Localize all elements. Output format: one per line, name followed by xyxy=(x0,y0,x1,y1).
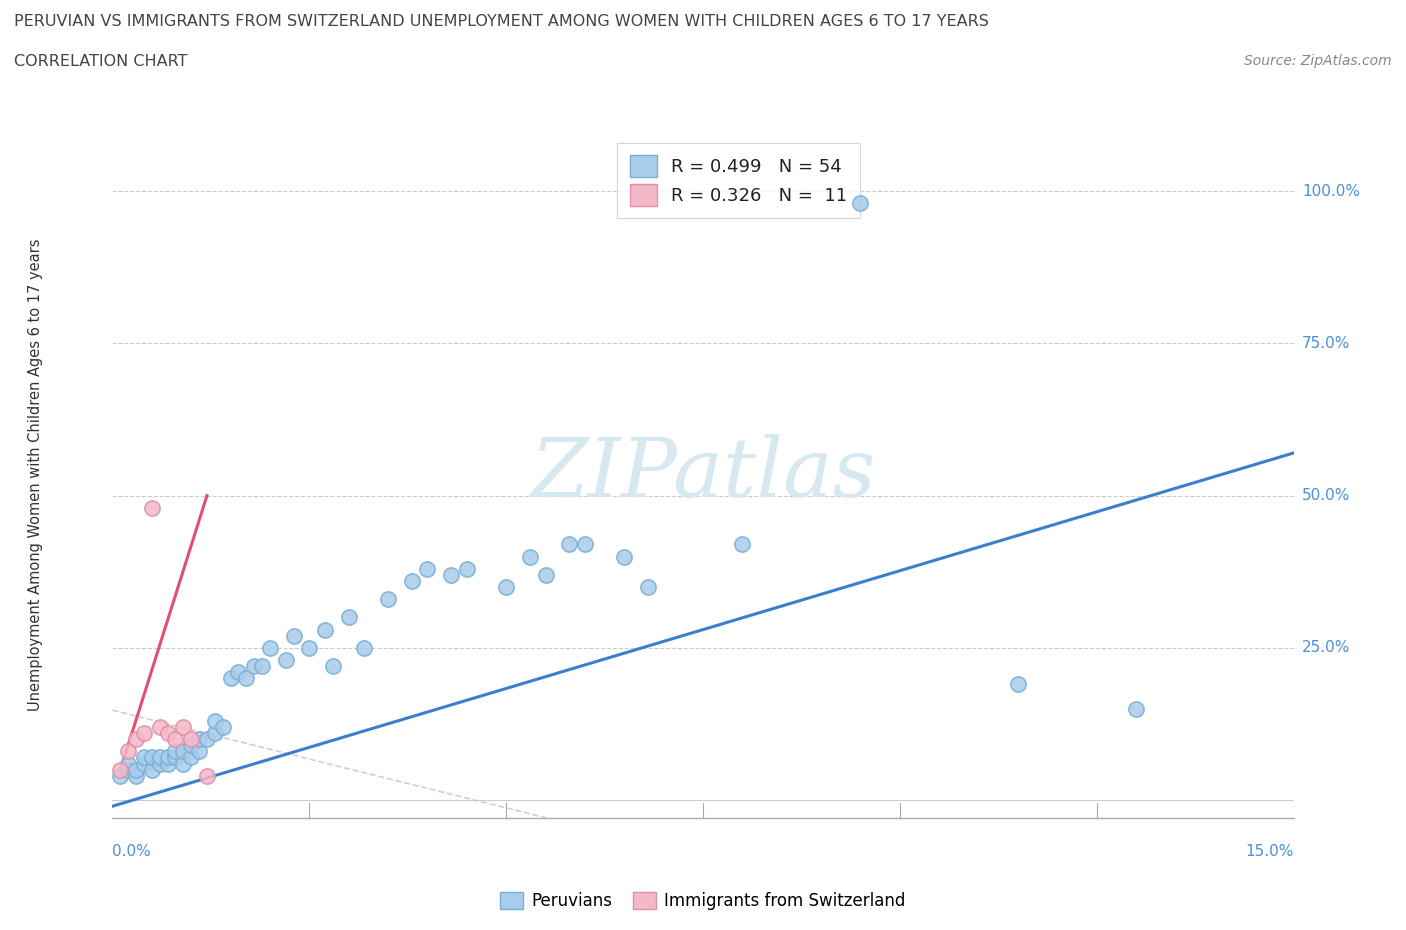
Point xyxy=(125,763,148,777)
Point xyxy=(534,567,557,582)
Point xyxy=(149,751,172,765)
Legend: Peruvians, Immigrants from Switzerland: Peruvians, Immigrants from Switzerland xyxy=(494,885,912,917)
Legend: R = 0.499   N = 54, R = 0.326   N =  11: R = 0.499 N = 54, R = 0.326 N = 11 xyxy=(617,142,860,219)
Point xyxy=(156,751,179,765)
Point xyxy=(731,537,754,551)
Point xyxy=(195,732,218,747)
Point xyxy=(172,756,194,771)
Point xyxy=(172,744,194,759)
Point xyxy=(456,562,478,577)
Point xyxy=(172,720,194,735)
Point xyxy=(283,629,305,644)
Text: 75.0%: 75.0% xyxy=(1302,336,1350,351)
Text: CORRELATION CHART: CORRELATION CHART xyxy=(14,54,187,69)
Point xyxy=(180,751,202,765)
Point xyxy=(337,610,360,625)
Point xyxy=(314,622,336,637)
Point xyxy=(156,756,179,771)
Point xyxy=(195,768,218,783)
Text: 100.0%: 100.0% xyxy=(1302,183,1360,199)
Point xyxy=(401,574,423,589)
Point xyxy=(141,500,163,515)
Point xyxy=(849,196,872,211)
Point xyxy=(132,756,155,771)
Point xyxy=(165,744,187,759)
Point xyxy=(322,658,344,673)
Point xyxy=(132,725,155,740)
Point xyxy=(204,725,226,740)
Point xyxy=(298,641,321,656)
Point xyxy=(440,567,463,582)
Point xyxy=(110,768,132,783)
Point xyxy=(149,720,172,735)
Point xyxy=(141,763,163,777)
Point xyxy=(165,732,187,747)
Text: 50.0%: 50.0% xyxy=(1302,488,1350,503)
Point xyxy=(117,763,139,777)
Point xyxy=(613,549,636,564)
Point xyxy=(156,725,179,740)
Point xyxy=(353,641,375,656)
Point xyxy=(637,579,659,594)
Text: ZIPatlas: ZIPatlas xyxy=(530,434,876,514)
Point xyxy=(259,641,281,656)
Point xyxy=(377,591,399,606)
Point xyxy=(117,744,139,759)
Point xyxy=(228,665,250,680)
Point xyxy=(204,713,226,728)
Point xyxy=(1125,701,1147,716)
Text: 15.0%: 15.0% xyxy=(1246,844,1294,859)
Text: Unemployment Among Women with Children Ages 6 to 17 years: Unemployment Among Women with Children A… xyxy=(28,238,42,711)
Point xyxy=(558,537,581,551)
Point xyxy=(149,756,172,771)
Point xyxy=(132,751,155,765)
Text: PERUVIAN VS IMMIGRANTS FROM SWITZERLAND UNEMPLOYMENT AMONG WOMEN WITH CHILDREN A: PERUVIAN VS IMMIGRANTS FROM SWITZERLAND … xyxy=(14,14,988,29)
Point xyxy=(211,720,233,735)
Text: 25.0%: 25.0% xyxy=(1302,641,1350,656)
Point xyxy=(1007,677,1029,692)
Point xyxy=(495,579,517,594)
Point xyxy=(188,744,211,759)
Point xyxy=(235,671,257,685)
Point xyxy=(180,737,202,752)
Point xyxy=(250,658,273,673)
Point xyxy=(243,658,266,673)
Point xyxy=(219,671,242,685)
Point xyxy=(188,732,211,747)
Point xyxy=(416,562,439,577)
Point xyxy=(180,732,202,747)
Point xyxy=(519,549,541,564)
Point xyxy=(125,768,148,783)
Point xyxy=(165,751,187,765)
Point xyxy=(125,732,148,747)
Text: Source: ZipAtlas.com: Source: ZipAtlas.com xyxy=(1244,54,1392,68)
Point xyxy=(141,751,163,765)
Text: 0.0%: 0.0% xyxy=(112,844,152,859)
Point xyxy=(110,763,132,777)
Point xyxy=(574,537,596,551)
Point xyxy=(274,653,297,668)
Point xyxy=(117,756,139,771)
